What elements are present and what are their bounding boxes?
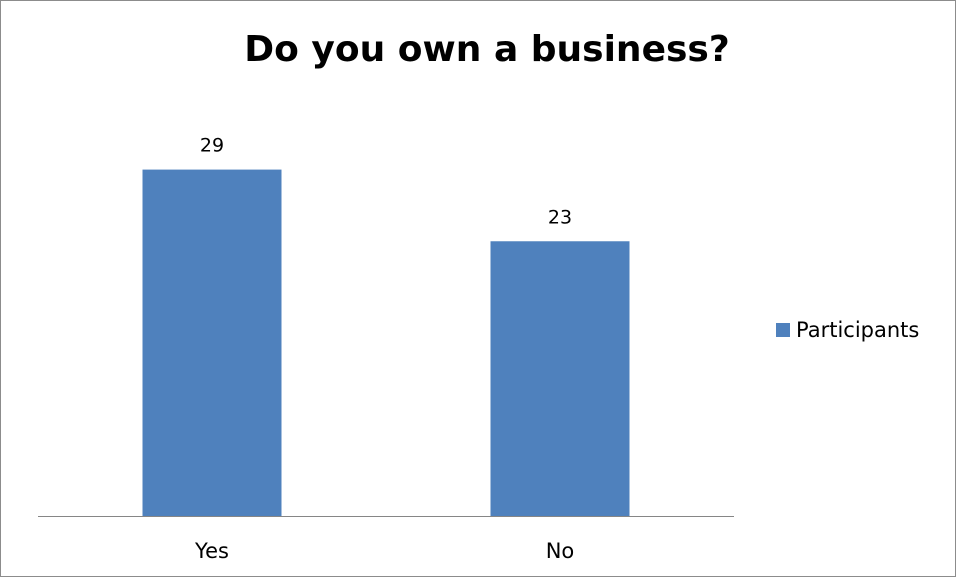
- x-tick-label-no: No: [546, 539, 575, 563]
- x-tick-label-yes: Yes: [194, 539, 229, 563]
- bar-no: [490, 241, 630, 517]
- legend-label: Participants: [796, 318, 920, 342]
- data-label-no: 23: [548, 206, 572, 228]
- chart-title: Do you own a business?: [244, 29, 730, 70]
- bar-yes: [142, 169, 282, 516]
- legend-swatch: [776, 323, 790, 337]
- legend: Participants: [776, 318, 919, 342]
- data-label-yes: 29: [200, 135, 224, 157]
